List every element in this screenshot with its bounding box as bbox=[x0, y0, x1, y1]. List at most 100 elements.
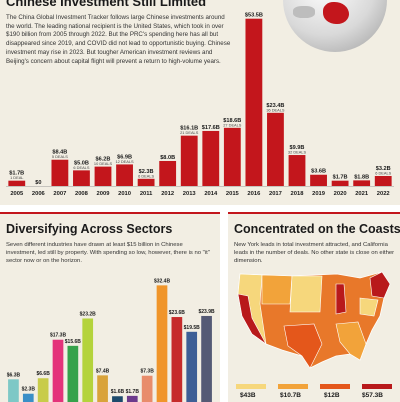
year-bar bbox=[94, 166, 112, 186]
sector-value-label: $1.6B bbox=[111, 389, 125, 395]
sector-bar bbox=[67, 345, 79, 402]
year-value-label: $5.0B bbox=[74, 160, 89, 166]
map-region-midwest bbox=[335, 283, 347, 315]
sector-value-label: $1.7B bbox=[126, 389, 140, 395]
sector-bar bbox=[22, 393, 34, 402]
legend-value-2: $10.7B bbox=[280, 392, 301, 399]
coasts-text: New York leads in total investment attra… bbox=[234, 242, 395, 265]
sectors-panel: Diversifying Across Sectors Seven differ… bbox=[0, 212, 220, 402]
year-deal-label: 6 DEALS bbox=[138, 173, 154, 178]
year-tick-label: 2013 bbox=[183, 191, 197, 197]
year-value-label: $9.9B bbox=[290, 145, 305, 151]
map-region-midatlantic bbox=[359, 297, 379, 317]
sectors-title: Diversifying Across Sectors bbox=[6, 222, 173, 236]
year-tick-label: 2006 bbox=[32, 191, 46, 197]
sector-bar bbox=[201, 315, 212, 402]
year-tick-label: 2020 bbox=[334, 191, 347, 197]
sector-value-label: $7.4B bbox=[96, 368, 110, 374]
sector-bar bbox=[112, 396, 123, 402]
year-bar bbox=[180, 135, 198, 186]
year-tick-label: 2018 bbox=[291, 191, 305, 197]
sector-value-label: $23.2B bbox=[80, 311, 97, 317]
sector-bar bbox=[171, 317, 183, 402]
sector-value-label: $23.9B bbox=[199, 309, 216, 315]
sector-value-label: $2.3B bbox=[22, 387, 36, 393]
year-value-label: $6.9B bbox=[117, 154, 132, 160]
map-region-northeast bbox=[369, 271, 391, 299]
legend-swatch-2 bbox=[278, 384, 308, 389]
year-deal-label: 12 DEALS bbox=[115, 159, 134, 164]
globe-land bbox=[293, 6, 315, 18]
year-bar bbox=[374, 175, 392, 186]
map-region-southeast bbox=[335, 321, 367, 361]
map-region-plains bbox=[289, 275, 323, 313]
year-value-label: $3.6B bbox=[311, 169, 326, 175]
year-tick-label: 2022 bbox=[377, 191, 390, 197]
legend-swatch-1 bbox=[236, 384, 266, 389]
globe-china-highlight bbox=[323, 2, 349, 24]
year-tick-label: 2021 bbox=[355, 191, 369, 197]
year-bar bbox=[51, 159, 69, 186]
year-value-label: $6.2B bbox=[96, 157, 111, 163]
year-bar bbox=[159, 160, 177, 186]
sector-bar bbox=[37, 378, 49, 402]
year-bar bbox=[8, 180, 26, 186]
year-deal-label: 5 DEALS bbox=[52, 154, 68, 159]
year-tick-label: 2017 bbox=[269, 191, 282, 197]
legend-swatch-3 bbox=[320, 384, 350, 389]
annual-investment-chart: $1.7B 1 DEAL 2005 $0 2006 $8.4B5 DEALS 2007 $5.… bbox=[6, 13, 394, 197]
year-value-label: $8.4B bbox=[52, 150, 67, 156]
sector-value-label: $6.3B bbox=[7, 372, 21, 378]
year-value-label: $16.1B bbox=[180, 126, 198, 132]
sector-bar bbox=[156, 285, 168, 402]
legend-value-4: $57.3B bbox=[362, 392, 383, 399]
sector-bar bbox=[52, 339, 64, 402]
year-value-label: $3.2B bbox=[376, 166, 391, 172]
year-value-label: $1.8B bbox=[354, 174, 369, 180]
sectors-text: Seven different industries have drawn at… bbox=[6, 242, 210, 265]
map-region-california bbox=[237, 293, 267, 345]
year-bar bbox=[116, 164, 133, 186]
year-deal-label: 27 DEALS bbox=[223, 122, 242, 127]
year-bar bbox=[223, 127, 241, 186]
year-tick-label: 2005 bbox=[10, 191, 24, 197]
legend-value-3: $12B bbox=[324, 392, 340, 399]
year-bar bbox=[202, 130, 220, 186]
year-value-label: $0 bbox=[35, 180, 41, 186]
coasts-title: Concentrated on the Coasts bbox=[234, 222, 400, 236]
year-value-label: $1.7B bbox=[333, 175, 348, 181]
panel-title: Chinese Investment Still Limited bbox=[6, 0, 207, 9]
sector-value-label: $6.6B bbox=[36, 371, 50, 377]
legend-swatch-4 bbox=[362, 384, 392, 389]
year-deal-label: 10 DEALS bbox=[94, 161, 113, 166]
year-value-label: $17.6B bbox=[202, 125, 220, 131]
year-tick-label: 2011 bbox=[140, 191, 153, 197]
sector-value-label: $32.4B bbox=[154, 278, 171, 284]
year-deal-label: 1 DEAL bbox=[10, 175, 24, 180]
year-bar bbox=[245, 18, 263, 187]
us-states-map bbox=[237, 271, 391, 369]
year-deal-label: 21 DEALS bbox=[180, 130, 199, 135]
year-bar bbox=[137, 178, 155, 186]
investment-panel: Chinese Investment Still Limited The Chi… bbox=[0, 0, 400, 205]
sector-bar bbox=[126, 395, 138, 402]
panel-intro: The China Global Investment Tracker foll… bbox=[6, 14, 231, 65]
year-tick-label: 2007 bbox=[53, 191, 66, 197]
sector-value-label: $23.6B bbox=[169, 310, 186, 316]
year-deal-label: 6 DEALS bbox=[375, 170, 391, 175]
year-value-label: $18.6B bbox=[223, 118, 241, 124]
year-tick-label: 2019 bbox=[312, 191, 326, 197]
year-bar bbox=[73, 170, 90, 186]
sector-investment-chart: $6.3B $2.3B $6.6B $17.3B$15.6B $23.2B $7.4B $1… bbox=[7, 278, 216, 402]
year-bar bbox=[310, 174, 327, 186]
year-deal-label: 36 DEALS bbox=[266, 107, 285, 112]
year-tick-label: 2008 bbox=[75, 191, 89, 197]
legend-value-1: $43B bbox=[240, 392, 256, 399]
year-tick-label: 2014 bbox=[204, 191, 218, 197]
year-tick-label: 2012 bbox=[161, 191, 174, 197]
coasts-panel: Concentrated on the Coasts New York lead… bbox=[228, 212, 400, 402]
sector-bar bbox=[8, 379, 19, 402]
sector-bar bbox=[82, 318, 94, 402]
year-tick-label: 2016 bbox=[247, 191, 261, 197]
sector-bar bbox=[141, 375, 153, 402]
